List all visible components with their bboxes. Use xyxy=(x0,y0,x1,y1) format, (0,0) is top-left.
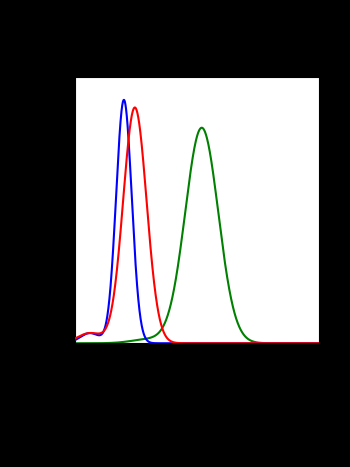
Y-axis label: Events: Events xyxy=(48,190,61,230)
X-axis label: Phospho-Stat5 (Y694) PE: Phospho-Stat5 (Y694) PE xyxy=(124,358,270,371)
